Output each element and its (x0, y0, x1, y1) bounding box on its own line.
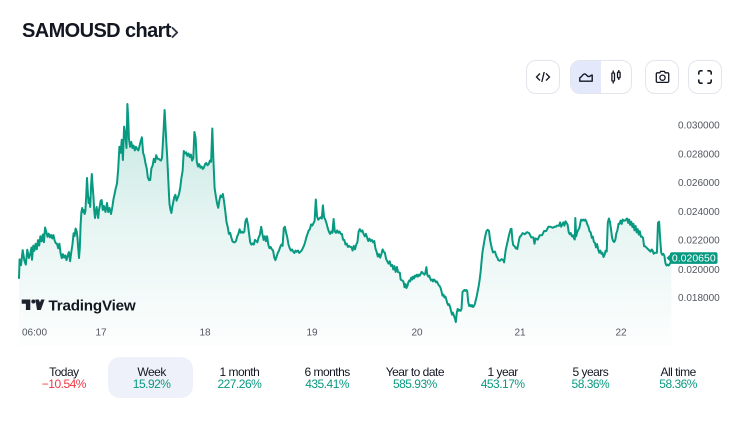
svg-text:0.018000: 0.018000 (678, 293, 720, 304)
svg-text:TradingView: TradingView (49, 297, 136, 314)
svg-text:0.030000: 0.030000 (678, 121, 720, 132)
svg-text:18: 18 (199, 328, 211, 339)
svg-text:0.024000: 0.024000 (678, 207, 720, 218)
svg-text:0.026000: 0.026000 (678, 178, 720, 189)
svg-text:20: 20 (411, 328, 423, 339)
svg-text:17: 17 (95, 328, 107, 339)
svg-text:0.022000: 0.022000 (678, 236, 720, 247)
svg-text:0.020000: 0.020000 (678, 265, 720, 276)
svg-text:06:00: 06:00 (22, 328, 47, 339)
svg-text:19: 19 (306, 328, 318, 339)
svg-text:22: 22 (615, 328, 627, 339)
svg-text:21: 21 (514, 328, 526, 339)
svg-text:0.020650: 0.020650 (672, 252, 716, 264)
svg-text:0.028000: 0.028000 (678, 149, 720, 160)
